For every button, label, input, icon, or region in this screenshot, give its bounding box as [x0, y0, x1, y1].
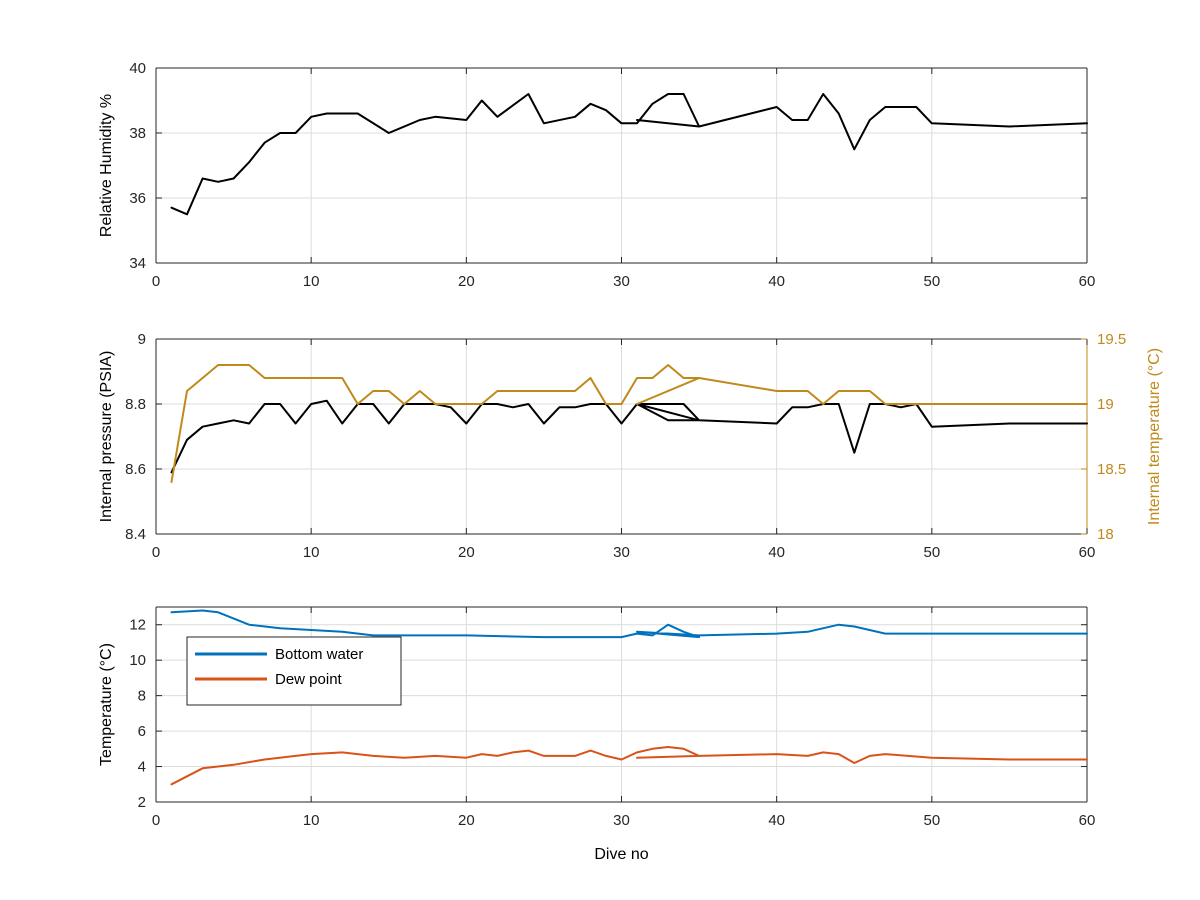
- y-right-tick-label: 19: [1097, 396, 1114, 413]
- y-tick-label: 38: [129, 125, 146, 142]
- y-tick-label: 2: [138, 794, 146, 811]
- legend-label: Dew point: [275, 671, 343, 688]
- y-right-tick-label: 18.5: [1097, 461, 1126, 478]
- x-tick-label: 0: [152, 273, 160, 290]
- legend-label: Bottom water: [275, 646, 363, 663]
- legend: Bottom water Dew point: [186, 636, 402, 706]
- x-tick-label: 20: [458, 812, 475, 829]
- x-tick-label: 20: [458, 544, 475, 561]
- y-tick-label: 4: [138, 759, 146, 776]
- series-line-left-axis: [170, 399, 1088, 474]
- x-tick-label: 50: [923, 812, 940, 829]
- y-axis-label: Relative Humidity %: [98, 94, 115, 237]
- y-axis-right-label: Internal temperature (°C): [1146, 348, 1163, 525]
- chart-panel-1: 0 10 20 30 40 50 60 34 36 38 40 Relative Humidity %: [98, 60, 1095, 290]
- x-tick-label: 30: [613, 812, 630, 829]
- y-tick-label: 8: [138, 688, 146, 705]
- x-axis-label: Dive no: [594, 846, 648, 863]
- x-tick-label: 60: [1079, 273, 1096, 290]
- series-line-right-axis: [170, 364, 1088, 483]
- x-tick-label: 40: [768, 544, 785, 561]
- y-tick-label: 12: [129, 617, 146, 634]
- x-tick-label: 40: [768, 273, 785, 290]
- y-tick-label: 6: [138, 723, 146, 740]
- series-line-bottom-water: [170, 609, 1088, 639]
- x-tick-label: 30: [613, 273, 630, 290]
- x-tick-label: 30: [613, 544, 630, 561]
- x-tick-label: 50: [923, 273, 940, 290]
- x-tick-label: 10: [303, 812, 320, 829]
- y-right-tick-label: 18: [1097, 526, 1114, 543]
- x-tick-label: 50: [923, 544, 940, 561]
- y-tick-label: 8.4: [125, 526, 146, 543]
- series-line-dew-point: [170, 746, 1088, 786]
- legend-box: [186, 636, 402, 706]
- y-tick-label: 36: [129, 190, 146, 207]
- y-tick-label: 8.8: [125, 396, 146, 413]
- x-tick-label: 10: [303, 544, 320, 561]
- y-tick-label: 40: [129, 60, 146, 77]
- y-axis-label: Internal pressure (PSIA): [98, 351, 115, 523]
- x-tick-label: 20: [458, 273, 475, 290]
- x-tick-label: 40: [768, 812, 785, 829]
- x-tick-label: 10: [303, 273, 320, 290]
- y-axis-label: Temperature (°C): [98, 643, 115, 766]
- x-tick-label: 0: [152, 812, 160, 829]
- chart-panel-3: 0 10 20 30 40 50 60 2 4 6 8 10 12 Temperature (°C) Div…: [98, 606, 1096, 863]
- series-line-left-axis: [170, 93, 1088, 216]
- y-tick-label: 8.6: [125, 461, 146, 478]
- y-tick-label: 9: [138, 331, 146, 348]
- chart-panel-2: 0 10 20 30 40 50 60 8.4 8.6 8.8 9 18 18.5 19 19.5 Inter…: [98, 331, 1163, 561]
- y-right-tick-label: 19.5: [1097, 331, 1126, 348]
- x-tick-label: 0: [152, 544, 160, 561]
- y-tick-label: 34: [129, 255, 146, 272]
- y-tick-label: 10: [129, 652, 146, 669]
- x-tick-label: 60: [1079, 812, 1096, 829]
- x-tick-label: 60: [1079, 544, 1096, 561]
